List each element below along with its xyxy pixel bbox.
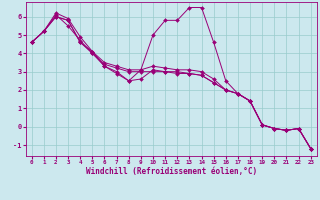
- X-axis label: Windchill (Refroidissement éolien,°C): Windchill (Refroidissement éolien,°C): [86, 167, 257, 176]
